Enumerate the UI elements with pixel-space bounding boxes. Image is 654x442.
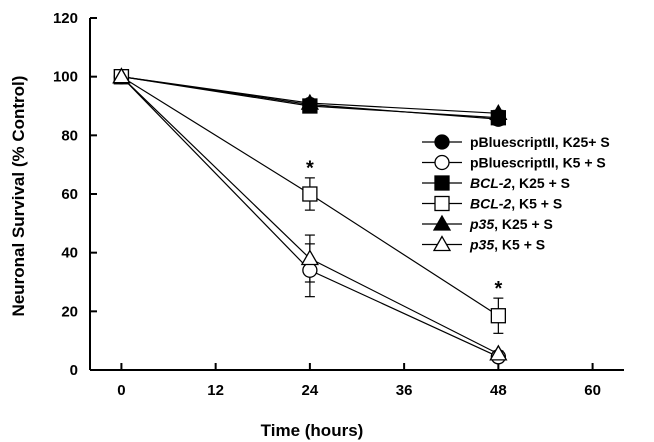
significance-marker: * <box>494 278 502 300</box>
x-tick-label: 12 <box>207 382 224 399</box>
x-tick-label: 60 <box>584 382 601 399</box>
legend-marker <box>432 235 452 252</box>
x-tick-label: 0 <box>117 382 125 399</box>
legend-label: p35, K5 + S <box>469 237 545 253</box>
axes-layer: 0 20 40 60 80 100 120 0 12 24 36 48 60 <box>53 10 624 399</box>
data-point <box>300 249 320 266</box>
legend-label: p35, K25 + S <box>469 216 553 232</box>
data-point <box>489 344 508 361</box>
y-tick-label: 40 <box>61 245 78 262</box>
x-tick-label: 48 <box>490 382 507 399</box>
data-point <box>300 93 320 110</box>
data-point <box>489 104 508 120</box>
x-tick-label: 24 <box>302 382 319 399</box>
x-tick-label: 36 <box>396 382 413 399</box>
y-tick-label: 100 <box>53 69 78 86</box>
data-point <box>490 308 507 324</box>
legend-marker <box>434 195 450 212</box>
x-axis-title: Time (hours) <box>261 421 364 440</box>
significance-marker: * <box>306 158 314 180</box>
legend-label: BCL-2, K25 + S <box>470 175 570 191</box>
y-tick-label: 80 <box>61 127 78 144</box>
legend: pBluescriptII, K25+ S pBluescriptII, K5 +… <box>422 134 610 253</box>
legend-marker <box>434 154 450 171</box>
y-tick-label: 120 <box>53 10 78 27</box>
legend-label: BCL-2, K5 + S <box>470 196 562 212</box>
annotation-layer: ** <box>306 158 502 300</box>
y-tick-label: 0 <box>70 362 78 379</box>
y-axis-title: Neuronal Survival (% Control) <box>9 76 28 317</box>
legend-label: pBluescriptII, K25+ S <box>470 134 610 150</box>
legend-label: pBluescriptII, K5 + S <box>470 155 606 171</box>
legend-marker <box>434 134 450 150</box>
data-point <box>302 262 318 278</box>
series-layer <box>112 67 508 365</box>
data-point <box>112 67 131 84</box>
y-tick-label: 20 <box>61 303 78 320</box>
legend-marker <box>434 175 450 191</box>
legend-marker <box>432 214 452 231</box>
series-markers <box>112 67 508 365</box>
data-point <box>302 186 318 202</box>
y-tick-label: 60 <box>61 186 78 203</box>
